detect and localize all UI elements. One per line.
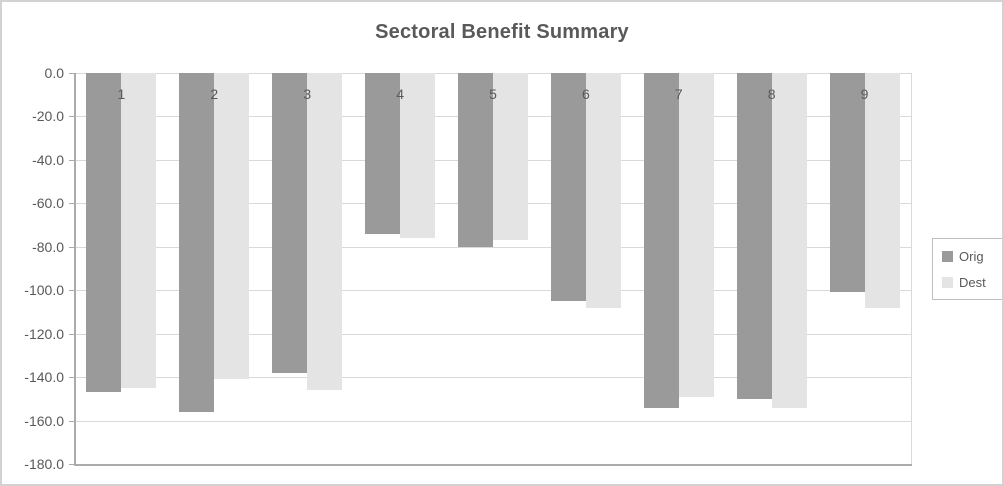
y-axis-tick: [69, 73, 75, 74]
category-label: 4: [396, 86, 405, 102]
bar-dest-8: [771, 73, 807, 408]
legend: Orig Dest: [932, 238, 1002, 300]
category-label: 1: [117, 86, 126, 102]
bar-orig-5: [458, 73, 493, 247]
x-axis-line: [74, 464, 912, 466]
bar-dest-5: [493, 73, 528, 240]
category-label: 3: [303, 86, 312, 102]
legend-label: Orig: [959, 248, 984, 264]
category-label: 6: [581, 86, 590, 102]
category-label: 9: [860, 86, 869, 102]
y-axis-tick: [69, 333, 75, 335]
y-axis-tick-label: -20.0: [32, 108, 64, 125]
y-axis-tick-label: -60.0: [32, 195, 64, 212]
bar-dest-2: [214, 73, 250, 379]
y-axis-tick-label: -120.0: [24, 325, 64, 342]
legend-item-orig: Orig: [942, 248, 1002, 264]
y-axis-tick: [69, 377, 75, 379]
y-axis-tick: [69, 203, 75, 205]
gridline: [75, 290, 911, 292]
y-axis-tick-label: -160.0: [24, 412, 64, 429]
bar-orig-6: [550, 73, 586, 301]
bar-orig-4: [365, 73, 401, 234]
bar-orig-9: [829, 73, 865, 292]
bar-dest-6: [585, 73, 621, 308]
gridline: [75, 420, 911, 422]
y-axis-tick: [69, 116, 75, 118]
y-axis-tick: [69, 246, 75, 248]
y-axis-tick-label: -40.0: [32, 151, 64, 168]
legend-label: Dest: [959, 274, 986, 290]
y-axis-tick: [69, 159, 75, 161]
chart-title: Sectoral Benefit Summary: [375, 21, 629, 43]
y-axis-tick-label: 0.0: [44, 65, 64, 81]
y-axis-line: [74, 73, 76, 466]
category-label: 7: [674, 86, 683, 102]
plot-right-border: [911, 73, 912, 464]
gridline: [75, 246, 911, 248]
bar-dest-1: [121, 73, 157, 388]
y-axis-tick-label: -180.0: [24, 456, 64, 472]
bar-orig-8: [736, 73, 772, 399]
bar-orig-7: [643, 73, 679, 408]
bar-orig-2: [179, 73, 215, 412]
bar-dest-9: [864, 73, 900, 308]
category-label: 8: [767, 86, 776, 102]
gridline: [75, 377, 911, 379]
category-label: 5: [489, 86, 497, 102]
bar-dest-4: [400, 73, 436, 238]
category-label: 2: [210, 86, 219, 102]
bar-dest-7: [678, 73, 714, 397]
y-axis-tick: [69, 464, 75, 465]
y-axis-tick-label: -100.0: [24, 282, 64, 299]
y-axis-tick: [69, 420, 75, 422]
legend-item-dest: Dest: [942, 274, 1002, 290]
bar-orig-3: [272, 73, 308, 373]
y-axis-tick-label: -80.0: [32, 238, 64, 255]
legend-swatch-orig: [942, 250, 953, 262]
bar-orig-1: [86, 73, 122, 392]
gridline: [75, 333, 911, 335]
y-axis-tick: [69, 290, 75, 292]
bar-dest-3: [307, 73, 343, 390]
legend-swatch-dest: [942, 276, 953, 288]
y-axis-tick-label: -140.0: [24, 369, 64, 386]
